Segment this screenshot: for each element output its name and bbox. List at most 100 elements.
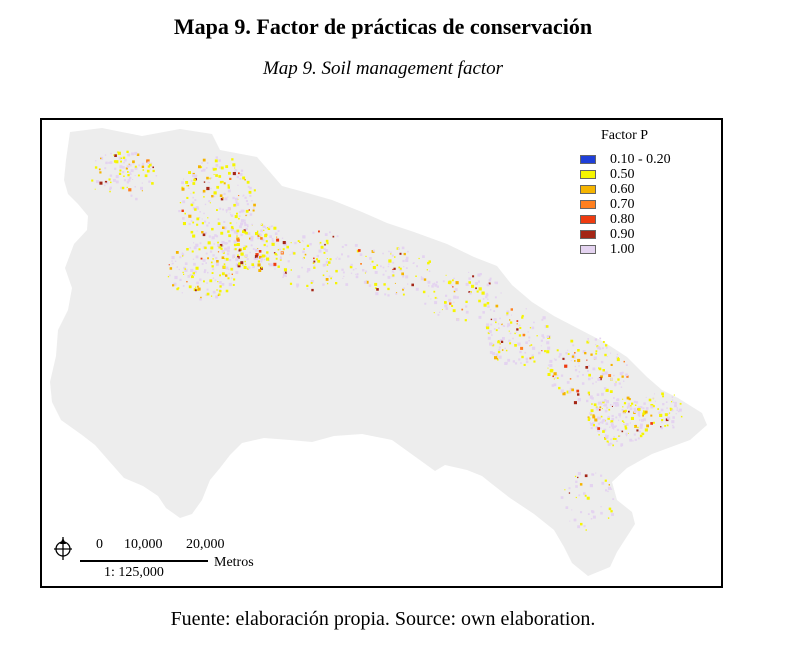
cover-pixel — [260, 229, 263, 233]
cover-pixel — [587, 391, 590, 394]
cover-pixel — [552, 375, 554, 378]
cover-pixel — [219, 180, 223, 184]
cover-pixel — [407, 250, 409, 253]
cover-pixel — [478, 299, 481, 303]
cover-pixel — [223, 265, 226, 269]
cover-pixel — [260, 237, 263, 240]
cover-pixel — [135, 197, 138, 201]
cover-pixel — [191, 250, 194, 253]
cover-pixel — [235, 201, 238, 204]
cover-pixel — [229, 177, 232, 180]
cover-pixel — [289, 282, 293, 285]
cover-pixel — [461, 308, 464, 311]
cover-pixel — [223, 221, 226, 223]
cover-pixel — [587, 418, 590, 421]
cover-pixel — [549, 364, 553, 368]
cover-pixel — [208, 222, 210, 224]
cover-pixel — [485, 296, 488, 299]
cover-pixel — [594, 338, 597, 341]
cover-pixel — [214, 234, 217, 237]
cover-pixel — [556, 377, 559, 379]
cover-pixel — [608, 374, 612, 377]
cover-pixel — [247, 266, 251, 269]
cover-pixel — [452, 286, 454, 288]
cover-pixel — [495, 281, 498, 285]
cover-pixel — [621, 371, 624, 374]
cover-pixel — [578, 371, 581, 373]
cover-pixel — [489, 342, 493, 346]
cover-pixel — [219, 207, 222, 210]
cover-pixel — [271, 242, 275, 246]
cover-pixel — [659, 413, 663, 417]
cover-pixel — [516, 323, 518, 325]
cover-pixel — [382, 273, 385, 276]
cover-pixel — [660, 426, 663, 430]
cover-pixel — [99, 171, 102, 174]
cover-pixel — [345, 283, 349, 286]
cover-pixel — [313, 257, 315, 260]
cover-pixel — [283, 242, 286, 246]
cover-pixel — [637, 408, 641, 411]
cover-pixel — [525, 360, 529, 363]
cover-pixel — [123, 179, 127, 182]
cover-pixel — [217, 294, 219, 297]
cover-pixel — [258, 269, 262, 272]
cover-pixel — [232, 284, 235, 286]
cover-pixel — [608, 507, 612, 511]
cover-pixel — [233, 240, 237, 244]
cover-pixel — [525, 308, 527, 310]
cover-pixel — [546, 350, 550, 354]
cover-pixel — [127, 171, 129, 173]
cover-pixel — [434, 301, 438, 305]
cover-pixel — [266, 251, 269, 254]
cover-pixel — [233, 248, 236, 251]
cover-pixel — [237, 256, 240, 259]
cover-pixel — [538, 351, 541, 355]
cover-pixel — [390, 251, 392, 254]
cover-pixel — [217, 244, 220, 247]
cover-pixel — [104, 154, 107, 156]
cover-pixel — [282, 276, 284, 278]
cover-pixel — [666, 407, 668, 409]
cover-pixel — [263, 229, 265, 231]
cover-pixel — [645, 407, 649, 410]
cover-pixel — [437, 313, 440, 316]
cover-pixel — [196, 217, 200, 221]
cover-pixel — [597, 429, 600, 432]
cover-pixel — [347, 255, 350, 258]
cover-pixel — [213, 174, 215, 175]
cover-pixel — [198, 248, 201, 251]
cover-pixel — [188, 222, 191, 226]
cover-pixel — [594, 418, 598, 422]
cover-pixel — [591, 377, 593, 379]
cover-pixel — [610, 488, 613, 490]
cover-pixel — [541, 350, 543, 352]
cover-pixel — [336, 256, 338, 258]
cover-pixel — [611, 405, 613, 407]
cover-pixel — [178, 210, 181, 213]
cover-pixel — [615, 401, 619, 405]
cover-pixel — [453, 290, 456, 293]
cover-pixel — [242, 195, 244, 197]
cover-pixel — [100, 156, 104, 160]
cover-pixel — [129, 163, 132, 167]
cover-pixel — [201, 231, 204, 234]
cover-pixel — [650, 422, 653, 425]
cover-pixel — [672, 424, 674, 426]
cover-pixel — [599, 427, 602, 430]
cover-pixel — [614, 404, 618, 407]
cover-pixel — [235, 263, 239, 267]
cover-pixel — [402, 259, 405, 263]
cover-pixel — [227, 196, 229, 198]
cover-pixel — [324, 233, 328, 236]
cover-pixel — [493, 318, 497, 322]
cover-pixel — [567, 349, 569, 351]
cover-pixel — [497, 340, 500, 344]
cover-pixel — [549, 359, 553, 363]
cover-pixel — [118, 172, 122, 175]
cover-pixel — [246, 203, 249, 206]
cover-pixel — [282, 273, 286, 277]
cover-pixel — [482, 311, 485, 314]
cover-pixel — [218, 293, 221, 296]
cover-pixel — [598, 367, 600, 369]
